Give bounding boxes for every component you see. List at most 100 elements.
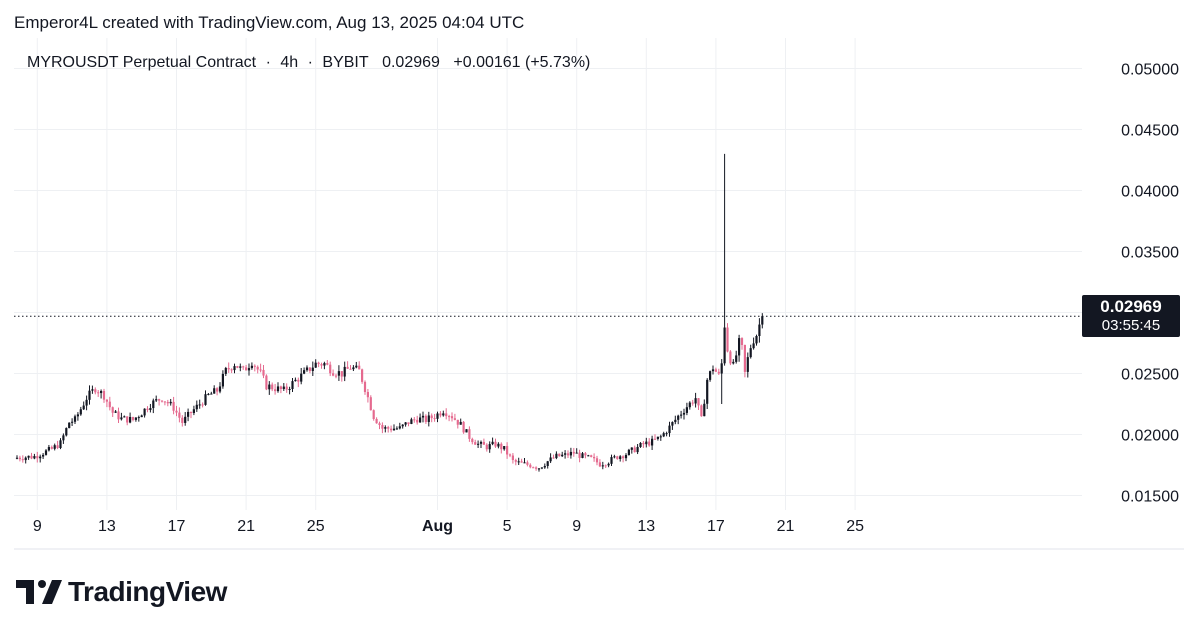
candle-body-down (308, 367, 311, 372)
candle-body-down (407, 422, 410, 424)
candle-body-up (59, 440, 62, 449)
candle-body-down (94, 389, 97, 393)
candle-body-down (245, 367, 248, 371)
candle-body-up (85, 399, 88, 406)
candle-body-up (303, 370, 306, 374)
candle-body-up (152, 400, 155, 409)
candle-body-up (15, 457, 19, 459)
candle-body-up (659, 436, 662, 438)
candle-body-up (218, 386, 222, 392)
candle-body-up (645, 441, 648, 445)
candle-body-up (671, 422, 674, 426)
candle-body-down (274, 389, 277, 392)
candle-body-down (178, 412, 181, 418)
candle-body-up (688, 402, 691, 408)
candle-body-up (204, 394, 207, 405)
candle-body-down (648, 441, 651, 446)
candle-body-down (740, 338, 744, 345)
candle-body-up (44, 450, 48, 455)
candle-body-up (314, 362, 317, 368)
candle-body-up (305, 367, 309, 371)
candle-body-up (749, 348, 752, 358)
x-tick-label: 25 (846, 518, 864, 535)
candle-body-up (91, 389, 94, 391)
x-tick-label: 9 (33, 518, 42, 535)
candle-body-up (639, 442, 642, 447)
candle-body-down (236, 366, 239, 368)
candle-body-down (729, 351, 732, 364)
candle-body-up (674, 419, 677, 423)
candle-body-up (291, 381, 294, 390)
candle-body-up (355, 365, 358, 368)
last-price-label: 0.02969 (1100, 297, 1162, 316)
chart-area[interactable]: 0.05000 0.04500 0.04000 0.03500 0.02500 0.020… (14, 38, 1184, 550)
x-tick-label: Aug (422, 518, 453, 535)
candle-body-down (743, 344, 746, 372)
candle-body-up (47, 447, 50, 451)
candle-body-down (578, 452, 581, 458)
candle-body-down (535, 467, 538, 469)
candle-body-up (624, 454, 628, 459)
candle-body-down (21, 459, 24, 461)
legend-separator: · (265, 54, 271, 71)
candle-body-up (491, 441, 494, 445)
candle-body-down (584, 453, 587, 456)
candle-body-up (427, 415, 430, 422)
candle-body-down (361, 369, 364, 382)
candle-body-up (738, 338, 741, 356)
candle-body-up (239, 366, 242, 368)
candle-body-down (369, 397, 372, 411)
candle-body-up (398, 426, 401, 429)
candle-body-up (569, 451, 572, 456)
candle-body-up (294, 379, 297, 382)
candlestick-chart[interactable]: 0.05000 0.04500 0.04000 0.03500 0.02500 0.020… (14, 38, 1184, 550)
tradingview-logo-text: TradingView (68, 576, 227, 607)
y-tick-label: 0.04000 (1121, 184, 1179, 201)
legend-price: 0.02969 (382, 54, 440, 71)
candle-body-up (543, 465, 546, 468)
candle-body-down (36, 456, 39, 459)
candle-body-down (163, 401, 166, 403)
candle-body-down (230, 369, 233, 371)
candle-body-up (459, 421, 462, 425)
candle-body-up (76, 414, 79, 417)
candle-body-up (24, 457, 27, 461)
candle-body-up (619, 456, 622, 459)
candle-body-up (720, 363, 723, 374)
candle-body-up (343, 366, 346, 377)
candle-body-up (656, 436, 659, 439)
y-tick-label: 0.02000 (1121, 428, 1179, 445)
candle-body-down (508, 454, 512, 456)
candle-body-up (540, 467, 543, 469)
candle-body-up (758, 324, 761, 337)
candle-body-up (630, 447, 633, 450)
candle-body-up (276, 386, 280, 392)
candle-body-down (166, 401, 169, 404)
candle-body-up (143, 408, 146, 416)
candle-body-down (332, 373, 335, 376)
candle-body-down (363, 381, 367, 393)
x-tick-label: 9 (572, 518, 581, 535)
candle-body-up (436, 413, 439, 419)
candle-body-up (82, 405, 85, 410)
candle-body-up (419, 417, 422, 423)
candle-body-down (604, 465, 607, 467)
candle-body-down (158, 399, 161, 401)
candle-body-up (694, 398, 697, 404)
candle-body-down (253, 365, 256, 367)
candle-body-down (97, 392, 100, 394)
candle-body-down (511, 455, 514, 461)
tradingview-logo-icon (16, 580, 62, 604)
candle-body-down (485, 444, 488, 450)
tradingview-logo[interactable]: TradingView (14, 574, 227, 610)
legend-interval: 4h (280, 54, 299, 71)
candle-body-down (593, 456, 596, 459)
candle-body-up (42, 454, 45, 457)
candle-body-down (430, 415, 433, 419)
candle-body-up (123, 416, 126, 418)
candle-body-up (268, 384, 271, 390)
candle-body-up (610, 457, 613, 464)
candle-body-down (189, 411, 193, 414)
candle-body-up (192, 409, 195, 414)
candle-body-up (668, 425, 671, 434)
